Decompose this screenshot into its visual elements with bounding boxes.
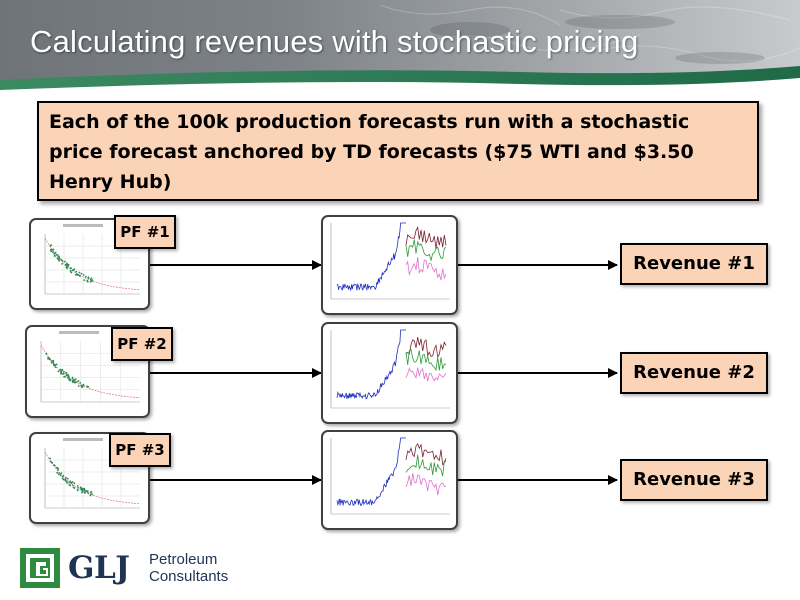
pf-label-2: PF #2 — [111, 327, 173, 361]
revenue-label-1: Revenue #1 — [620, 243, 768, 285]
slide-title: Calculating revenues with stochastic pri… — [30, 24, 639, 59]
logo-line-2: Consultants — [149, 568, 229, 585]
production-forecast-chart-2 — [25, 325, 150, 418]
pf-label-3: PF #3 — [109, 433, 171, 467]
header-background — [0, 0, 800, 95]
decline-plot — [40, 331, 141, 403]
pf-label-1: PF #1 — [114, 215, 176, 249]
revenue-label-3: Revenue #3 — [620, 459, 768, 501]
callout-box: Each of the 100k production forecasts ru… — [37, 101, 759, 201]
logo-name: GLJ — [68, 550, 130, 586]
price-plot — [330, 329, 450, 409]
price-plot — [330, 437, 450, 515]
price-forecast-chart-1 — [321, 215, 458, 315]
logo-line-1: Petroleum — [149, 551, 218, 568]
price-forecast-chart-3 — [321, 430, 458, 530]
price-plot — [330, 222, 450, 300]
header-banner — [0, 0, 800, 95]
price-forecast-chart-2 — [321, 322, 458, 424]
glj-logo-icon — [20, 548, 60, 588]
revenue-label-2: Revenue #2 — [620, 352, 768, 394]
